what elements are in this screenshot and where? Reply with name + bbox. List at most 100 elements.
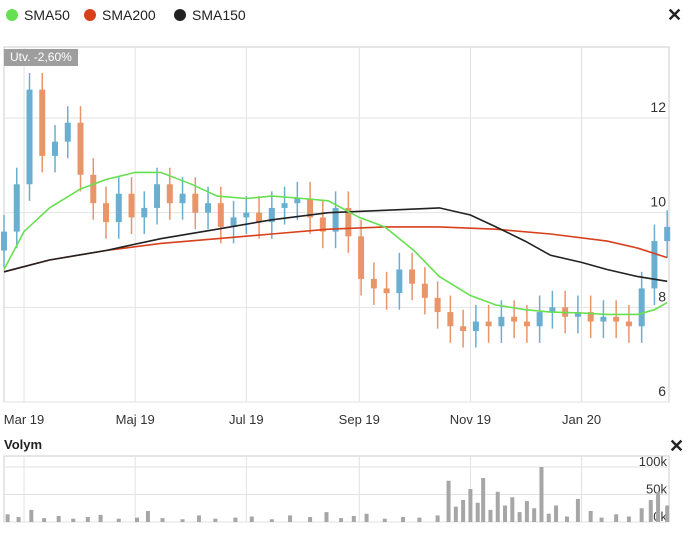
- candle-body: [307, 198, 314, 218]
- volume-bar: [665, 505, 670, 522]
- volume-bar: [269, 519, 274, 522]
- volume-bar: [116, 518, 121, 522]
- volume-bar: [160, 518, 165, 522]
- candle-body: [141, 207, 148, 218]
- volume-bar: [135, 517, 139, 522]
- volume-bar: [213, 518, 218, 522]
- volume-bar: [517, 512, 522, 522]
- candle-body: [587, 312, 594, 322]
- volume-bar: [401, 517, 405, 522]
- volume-close-icon[interactable]: ✕: [669, 436, 685, 456]
- candle-body: [358, 236, 365, 279]
- volume-bar: [468, 489, 473, 522]
- candle-body: [1, 231, 7, 251]
- candle-body: [64, 122, 71, 142]
- volume-bar: [532, 508, 537, 522]
- candle-body: [574, 312, 581, 317]
- volume-plot-frame: [3, 455, 670, 523]
- volume-bar: [364, 513, 369, 522]
- volume-bar: [575, 498, 580, 522]
- candle-body: [128, 193, 135, 218]
- volume-bar: [98, 514, 103, 522]
- volume-bar: [554, 505, 559, 522]
- candle-body: [523, 321, 530, 327]
- volume-bar: [614, 514, 619, 522]
- volume-bar: [435, 515, 440, 522]
- candle-body: [383, 288, 390, 294]
- x-tick-label: Maj 19: [116, 412, 155, 427]
- candle-body: [281, 203, 288, 208]
- volume-bar: [546, 513, 551, 522]
- legend-label-sma50: SMA50: [24, 7, 70, 23]
- change-badge: Utv. -2,60%: [4, 49, 78, 66]
- volume-bar: [495, 491, 500, 522]
- legend: SMA50 SMA200 SMA150: [0, 0, 690, 30]
- volume-bar: [233, 517, 238, 522]
- candle-body: [192, 193, 199, 213]
- volume-bar: [249, 516, 254, 522]
- volume-bar: [339, 518, 344, 522]
- volume-bar: [588, 511, 593, 522]
- candle-body: [332, 207, 339, 232]
- legend-item-sma200[interactable]: SMA200: [84, 7, 156, 23]
- volume-bar: [488, 509, 493, 522]
- candle-body: [294, 198, 301, 204]
- price-y-tick-label: 12: [650, 99, 666, 115]
- volume-y-tick-label: 100k: [639, 454, 668, 469]
- volume-bar: [656, 491, 661, 522]
- volume-bar: [446, 480, 451, 522]
- candle-body: [52, 141, 59, 156]
- candle-body: [409, 269, 416, 284]
- candle-body: [115, 193, 122, 223]
- candle-body: [664, 226, 671, 242]
- candle-body: [154, 184, 161, 208]
- volume-bar: [85, 517, 90, 522]
- price-y-tick-label: 6: [658, 383, 666, 399]
- volume-bar: [56, 515, 61, 522]
- volume-bar: [639, 508, 644, 522]
- volume-bar: [196, 515, 201, 522]
- candle-body: [651, 241, 658, 289]
- candle-body: [447, 312, 454, 327]
- volume-bar: [382, 518, 387, 522]
- candle-body: [536, 312, 543, 327]
- candle-body: [217, 203, 224, 227]
- volume-bar: [475, 502, 480, 522]
- candle-body: [243, 212, 250, 218]
- x-tick-label: Nov 19: [450, 412, 491, 427]
- candle-body: [319, 217, 326, 232]
- volume-bar: [324, 512, 329, 522]
- volume-bar: [180, 519, 185, 522]
- volume-bar: [71, 518, 76, 522]
- price-y-tick-label: 10: [650, 194, 666, 210]
- candle-body: [421, 283, 428, 298]
- volume-bar: [5, 514, 10, 522]
- candle-body: [13, 184, 20, 232]
- candle-body: [39, 89, 46, 156]
- candle-body: [396, 269, 403, 294]
- x-tick-label: Jan 20: [562, 412, 601, 427]
- legend-item-sma150[interactable]: SMA150: [174, 7, 246, 23]
- legend-label-sma150: SMA150: [192, 7, 246, 23]
- close-icon[interactable]: ✕: [667, 5, 683, 25]
- volume-bar: [42, 518, 47, 522]
- legend-dot-sma200: [84, 9, 96, 21]
- volume-bar: [481, 478, 486, 522]
- legend-item-sma50[interactable]: SMA50: [6, 7, 70, 23]
- volume-bar: [626, 516, 631, 522]
- sma150-line: [3, 207, 668, 283]
- candle-body: [498, 316, 505, 327]
- candle-body: [166, 184, 173, 204]
- volume-bar: [524, 501, 529, 522]
- candle-body: [472, 321, 479, 331]
- candle-body: [256, 212, 263, 223]
- candle-body: [613, 316, 620, 322]
- candle-body: [460, 326, 467, 331]
- volume-bar: [503, 505, 508, 522]
- volume-bar: [510, 497, 515, 522]
- legend-dot-sma150: [174, 9, 186, 21]
- x-tick-label: Jul 19: [229, 412, 264, 427]
- x-tick-label: Mar 19: [4, 412, 44, 427]
- volume-bar: [648, 500, 653, 522]
- volume-bar: [145, 511, 150, 522]
